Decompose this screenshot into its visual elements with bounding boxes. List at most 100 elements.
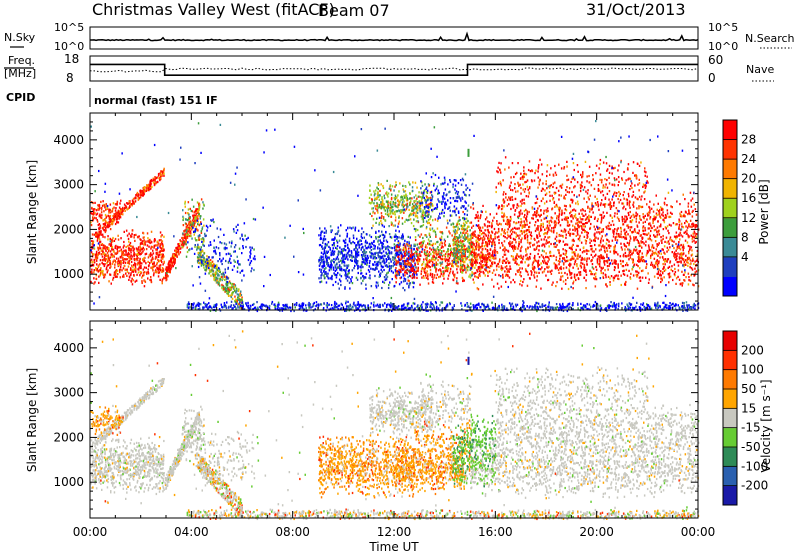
range-cell bbox=[101, 243, 104, 246]
range-cell bbox=[376, 204, 378, 207]
range-cell bbox=[256, 301, 258, 304]
range-cell bbox=[381, 198, 383, 201]
range-cell bbox=[588, 303, 591, 306]
range-cell bbox=[90, 280, 92, 283]
range-cell bbox=[107, 259, 109, 262]
range-cell bbox=[326, 260, 328, 263]
range-cell bbox=[357, 242, 359, 245]
range-cell bbox=[474, 306, 476, 309]
range-cell bbox=[130, 257, 133, 260]
range-cell bbox=[406, 241, 408, 244]
range-cell bbox=[116, 221, 118, 224]
range-cell bbox=[326, 306, 328, 309]
range-cell bbox=[367, 256, 369, 259]
range-cell bbox=[232, 307, 234, 310]
range-cell bbox=[577, 307, 579, 310]
range-cell bbox=[155, 248, 157, 251]
range-cell bbox=[340, 248, 343, 251]
range-cell bbox=[462, 278, 464, 281]
range-cell bbox=[453, 257, 455, 260]
range-cell bbox=[334, 266, 337, 269]
range-cell bbox=[320, 230, 323, 233]
range-cell bbox=[183, 241, 185, 244]
range-cell bbox=[138, 248, 140, 251]
range-cell bbox=[370, 245, 373, 248]
range-cell bbox=[533, 306, 535, 309]
range-cell bbox=[133, 269, 135, 272]
range-cell bbox=[145, 187, 148, 190]
range-cell bbox=[428, 209, 430, 212]
range-cell bbox=[240, 290, 242, 293]
range-cell bbox=[413, 245, 415, 248]
range-cell bbox=[431, 307, 434, 310]
range-cell bbox=[191, 306, 193, 309]
range-cell bbox=[395, 245, 397, 248]
range-cell bbox=[93, 277, 95, 280]
range-cell bbox=[355, 246, 357, 249]
range-cell bbox=[94, 256, 97, 259]
range-cell bbox=[117, 246, 119, 249]
range-cell bbox=[152, 252, 155, 255]
range-cell bbox=[274, 306, 276, 309]
range-cell bbox=[192, 303, 194, 307]
range-cell bbox=[189, 220, 192, 223]
range-cell bbox=[207, 264, 209, 268]
range-cell bbox=[403, 251, 405, 254]
range-cell bbox=[440, 269, 442, 272]
range-cell bbox=[402, 203, 404, 206]
range-cell bbox=[420, 244, 422, 247]
range-cell bbox=[397, 261, 400, 264]
range-cell bbox=[427, 222, 429, 225]
range-cell bbox=[90, 224, 93, 227]
range-cell bbox=[372, 257, 374, 260]
range-cell bbox=[157, 242, 160, 245]
range-cell bbox=[468, 241, 470, 244]
range-cell bbox=[241, 252, 243, 255]
range-cell bbox=[210, 265, 213, 268]
range-cell bbox=[416, 259, 418, 262]
range-cell bbox=[218, 282, 220, 285]
range-cell bbox=[314, 308, 316, 311]
range-cell bbox=[161, 240, 164, 243]
range-cell bbox=[522, 305, 525, 309]
range-cell bbox=[107, 250, 110, 253]
range-cell bbox=[379, 250, 381, 253]
range-cell bbox=[328, 256, 330, 259]
range-cell bbox=[227, 288, 230, 291]
range-cell bbox=[195, 228, 198, 231]
range-cell bbox=[381, 230, 383, 233]
range-cell bbox=[436, 253, 438, 256]
range-cell bbox=[117, 262, 119, 265]
range-cell bbox=[176, 251, 178, 254]
range-cell bbox=[193, 252, 196, 255]
range-cell bbox=[241, 269, 244, 272]
range-cell bbox=[96, 232, 98, 235]
range-cell bbox=[411, 209, 413, 212]
range-cell bbox=[425, 252, 427, 256]
range-cell bbox=[471, 274, 474, 277]
range-cell bbox=[99, 263, 101, 266]
range-cell bbox=[323, 260, 325, 264]
range-cell bbox=[373, 305, 375, 308]
range-cell bbox=[390, 193, 393, 196]
range-cell bbox=[379, 262, 382, 265]
range-cell bbox=[581, 307, 583, 310]
range-cell bbox=[352, 306, 354, 309]
range-cell bbox=[131, 199, 134, 202]
range-cell bbox=[98, 233, 100, 236]
range-cell bbox=[361, 251, 364, 254]
range-cell bbox=[110, 265, 112, 268]
range-cell bbox=[451, 262, 453, 265]
range-cell bbox=[344, 249, 347, 252]
range-cell bbox=[298, 304, 300, 307]
range-cell bbox=[417, 220, 419, 223]
range-cell bbox=[395, 246, 397, 249]
range-cell bbox=[361, 227, 363, 230]
range-cell bbox=[428, 197, 431, 200]
range-cell bbox=[345, 256, 348, 259]
range-cell bbox=[177, 249, 180, 252]
range-cell bbox=[384, 264, 387, 267]
range-cell bbox=[406, 302, 409, 305]
range-cell bbox=[456, 252, 459, 255]
range-cell bbox=[465, 271, 467, 274]
